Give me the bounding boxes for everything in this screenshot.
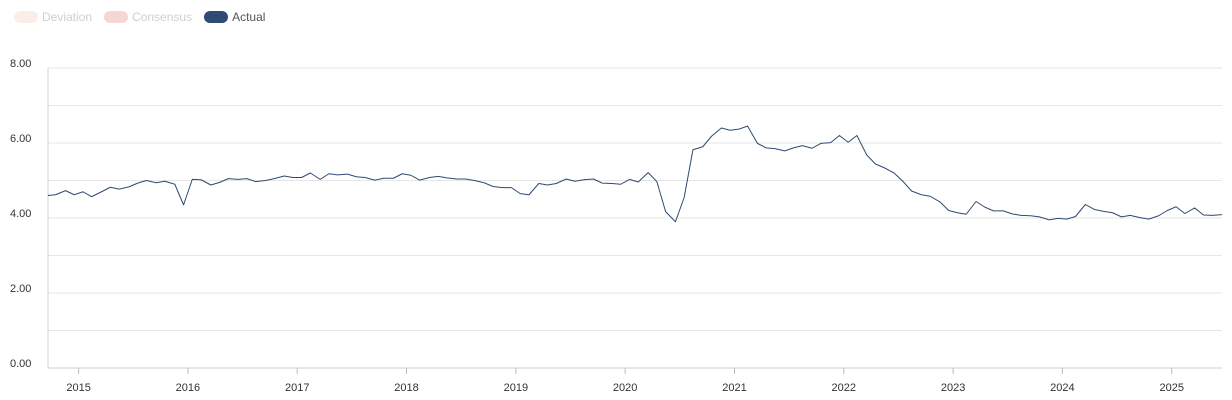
legend-swatch-actual [204, 11, 229, 23]
x-tick-label: 2018 [394, 382, 418, 394]
series-line-actual[interactable] [47, 125, 1223, 223]
x-tick-label: 2019 [504, 382, 528, 394]
x-tick-label: 2022 [832, 382, 856, 394]
x-tick-label: 2021 [722, 382, 746, 394]
legend: Deviation Consensus Actual [14, 10, 265, 24]
legend-label-actual: Actual [232, 10, 266, 24]
x-tick-label: 2024 [1050, 382, 1074, 394]
y-tick-labels: 8.00 6.00 4.00 2.00 0.00 [10, 58, 31, 370]
legend-item-deviation[interactable]: Deviation [14, 10, 92, 24]
x-tick-label: 2016 [176, 382, 200, 394]
legend-swatch-consensus [104, 11, 129, 23]
y-tick-label: 4.00 [10, 208, 31, 220]
x-tick-label: 2020 [613, 382, 637, 394]
y-tick-label: 8.00 [10, 58, 31, 70]
legend-swatch-deviation [14, 11, 38, 23]
legend-label-deviation: Deviation [42, 10, 93, 24]
grid-lines [48, 67, 1222, 369]
legend-label-consensus: Consensus [132, 10, 193, 24]
legend-item-consensus[interactable]: Consensus [104, 10, 192, 24]
series [47, 125, 1223, 223]
axes [47, 68, 1222, 369]
y-tick-label: 2.00 [10, 283, 31, 295]
x-tick-label: 2015 [66, 382, 90, 394]
y-tick-label: 0.00 [10, 358, 31, 370]
x-tick-label: 2017 [285, 382, 309, 394]
x-tick-label: 2025 [1159, 382, 1183, 394]
x-tick-labels: 2015 2016 2017 2018 2019 2020 2021 2022 2023 2024… [66, 368, 1184, 394]
y-tick-label: 6.00 [10, 133, 31, 145]
x-tick-label: 2023 [941, 382, 965, 394]
legend-item-actual[interactable]: Actual [204, 10, 265, 24]
